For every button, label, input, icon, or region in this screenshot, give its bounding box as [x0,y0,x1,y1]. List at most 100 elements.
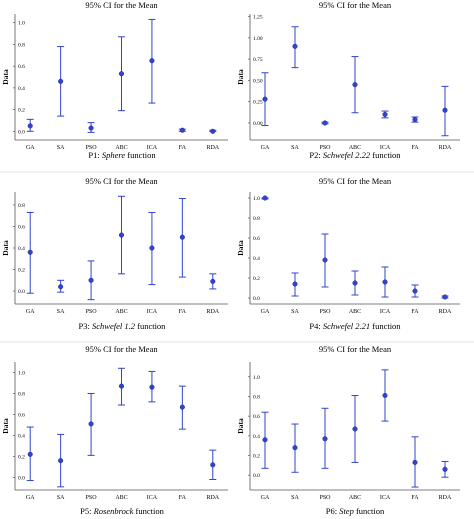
mean-point-ica [382,111,388,118]
y-tick-label: 0.2 [18,268,25,274]
x-tick-label: SA [291,495,299,501]
x-tick-label: GA [26,309,35,315]
x-tick-label: PSO [86,145,98,151]
x-tick-label: FA [179,309,187,315]
x-tick-label: RDA [439,309,452,315]
mean-point-pso [322,120,328,126]
caption-function-name: Schwefel 1.2 [92,321,136,331]
caption-function-name: Schwefel 2.22 [323,150,371,160]
x-tick-label: ICA [147,309,158,315]
mean-point-sa [58,284,64,290]
caption-function-name: Step [339,506,354,516]
chart-panel-4: 95% CI for the Mean 0.0 0.2 0.4 0.6 0.8 1.0 Dat… [236,176,460,331]
x-tick-label: SA [57,145,65,151]
mean-point-sa [292,445,298,451]
mean-point-rda [442,294,448,300]
chart-panel-3: 95% CI for the Mean 0.0 0.2 0.4 0.6 0.8 Data GA… [1,176,228,331]
x-tick-label: FA [411,145,419,151]
x-tick-label: GA [261,495,270,501]
y-tick-label: 1.0 [18,370,25,376]
chart-panel-6: 95% CI for the Mean 0.0 0.2 0.4 0.6 0.8 1.0 Dat… [236,344,460,516]
x-tick-label: FA [411,309,419,315]
y-tick-label: 0.6 [18,412,25,418]
mean-point-pso [322,257,328,263]
x-tick-label: ICA [147,495,158,501]
x-tick-label: SA [291,309,299,315]
chart-title: 95% CI for the Mean [319,0,392,10]
y-tick-label: 0.8 [18,391,25,397]
y-tick-label: 0.4 [18,86,25,92]
mean-point-ica [382,392,388,399]
chart-title: 95% CI for the Mean [319,344,392,354]
x-tick-label: ABC [349,145,361,151]
x-tick-label: PSO [86,495,98,501]
y-axis-label: Data [236,69,245,85]
y-tick-label: 1.25 [253,15,263,21]
panel-caption: P2: Schwefel 2.22 function [309,150,401,160]
y-tick-label: 0.2 [253,276,260,282]
x-tick-label: GA [26,495,35,501]
mean-point-abc [118,232,125,238]
y-tick-label: 0.75 [253,57,263,63]
y-tick-label: 0.50 [253,78,263,84]
mean-point-fa [179,404,185,410]
y-tick-label: 0.4 [253,256,260,262]
mean-point-ga [27,123,33,129]
mean-point-sa [292,43,298,49]
chart-title: 95% CI for the Mean [319,176,392,186]
caption-suffix: function [125,150,156,160]
y-axis-label: Data [236,418,245,434]
x-tick-label: ICA [380,495,391,501]
x-tick-label: GA [261,145,270,151]
caption-suffix: function [135,321,166,331]
caption-function-name: Rosenbrock [93,506,134,516]
mean-point-sa [58,458,64,464]
caption-prefix: P4: [309,321,322,331]
panel-caption: P3: Schwefel 1.2 function [79,321,167,331]
x-tick-label: GA [26,145,35,151]
y-tick-label: 0.0 [18,475,25,481]
chart-title: 95% CI for the Mean [85,176,158,186]
caption-suffix: function [370,321,401,331]
y-tick-label: 0.0 [253,296,260,302]
y-axis-label: Data [1,418,10,434]
x-tick-label: GA [261,309,270,315]
mean-point-abc [352,280,358,286]
y-tick-label: 0.0 [253,473,260,479]
y-tick-label: 0.0 [18,289,25,295]
x-tick-label: FA [411,495,419,501]
y-tick-label: 1.00 [253,36,263,42]
y-tick-label: 0.2 [18,108,25,114]
y-tick-label: 1.0 [18,21,25,27]
x-tick-label: ABC [115,309,127,315]
x-tick-label: FA [179,495,187,501]
caption-suffix: function [354,506,385,516]
mean-point-fa [412,117,418,123]
y-tick-label: 0.6 [253,414,260,420]
y-axis-label: Data [236,240,245,256]
x-tick-label: RDA [206,145,219,151]
mean-point-abc [118,383,125,389]
mean-point-rda [442,466,448,472]
y-tick-label: 0.8 [18,42,25,48]
mean-point-ica [149,58,155,64]
y-tick-label: 1.0 [253,375,260,381]
x-tick-label: PSO [319,495,331,501]
mean-point-pso [88,125,94,131]
y-tick-label: 0.6 [18,64,25,70]
x-tick-label: PSO [86,309,98,315]
panel-caption: P6: Step function [326,506,385,516]
x-tick-label: ABC [349,309,361,315]
mean-point-rda [210,462,216,468]
y-tick-label: 0.4 [18,246,25,252]
x-tick-label: ICA [147,145,158,151]
y-axis-label: Data [1,240,10,256]
mean-point-pso [322,436,328,442]
mean-point-sa [292,281,298,287]
x-tick-label: RDA [439,495,452,501]
y-tick-label: 0.8 [253,394,260,400]
panel-caption: P4: Schwefel 2.21 function [309,321,401,331]
y-tick-label: 0.2 [253,454,260,460]
mean-point-ga [27,451,33,457]
y-tick-label: 0.6 [18,224,25,230]
